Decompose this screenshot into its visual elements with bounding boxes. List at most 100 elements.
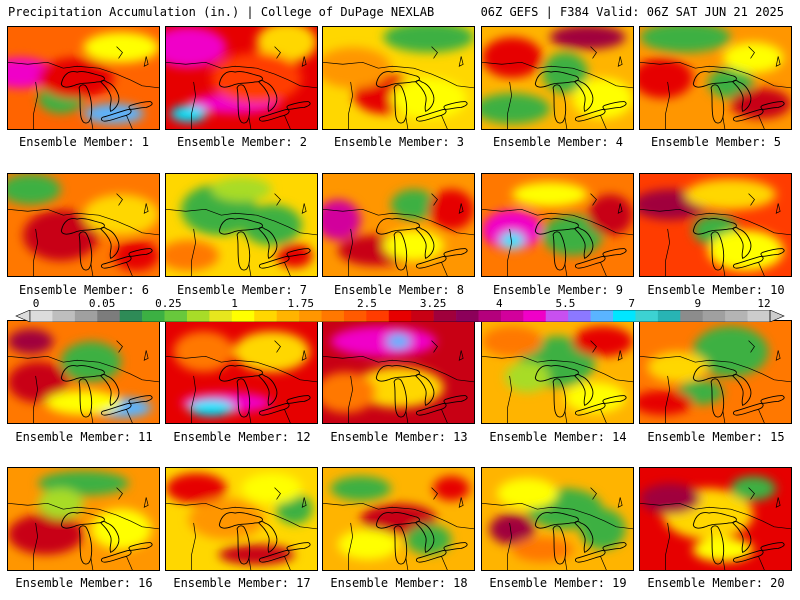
state-border	[665, 81, 670, 129]
colorbar: 0 0.05 0.25 1 1.75 2.5 3.25 4 5.5 7 9 12	[0, 297, 800, 322]
colorbar-label: 4	[495, 297, 503, 310]
precip-region	[707, 67, 754, 99]
precip-region	[390, 78, 467, 119]
precip-region	[565, 382, 626, 413]
precip-field	[8, 174, 159, 276]
state-border	[431, 193, 438, 206]
precip-region	[241, 204, 302, 246]
ensemble-member-label: Ensemble Member: 8	[333, 283, 465, 297]
state-border	[90, 117, 94, 129]
state-border	[248, 264, 252, 276]
state-border	[33, 522, 38, 570]
precip-region	[640, 27, 731, 53]
lake-outline	[416, 255, 447, 269]
lake-outline	[575, 255, 606, 269]
precip-field	[482, 321, 633, 423]
precip-region	[211, 177, 272, 202]
state-border	[143, 56, 149, 67]
colorbar-swatch	[500, 310, 524, 322]
ensemble-map-panel	[7, 173, 160, 277]
precip-field	[323, 27, 474, 129]
precip-field	[8, 468, 159, 570]
colorbar-swatch	[433, 310, 457, 322]
colorbar-swatch	[164, 310, 188, 322]
lake-outline	[101, 549, 132, 563]
state-border	[640, 502, 791, 530]
precip-field	[640, 174, 791, 276]
precip-region	[640, 57, 693, 99]
precip-region	[692, 537, 754, 562]
lake-outline	[415, 227, 435, 259]
state-border	[775, 497, 781, 508]
lake-outline	[733, 255, 764, 269]
colorbar-swatch	[523, 310, 547, 322]
precip-region	[386, 333, 411, 350]
ensemble-member-label: Ensemble Member: 3	[333, 135, 465, 149]
precip-region	[170, 105, 207, 122]
lake-outline	[128, 395, 153, 404]
lake-outline	[393, 231, 408, 271]
lake-outline	[574, 374, 594, 406]
state-border	[617, 497, 623, 508]
ensemble-map-panel	[7, 467, 160, 571]
ensemble-map-panel	[7, 320, 160, 424]
lake-outline	[101, 255, 132, 269]
precip-field	[640, 321, 791, 423]
precip-region	[8, 361, 69, 403]
colorbar-label: 0.25	[155, 297, 182, 310]
state-border	[323, 208, 474, 236]
lake-outline	[101, 402, 132, 416]
precip-field	[482, 468, 633, 570]
lake-outline	[375, 512, 420, 529]
lake-outline	[218, 512, 263, 529]
precip-region	[211, 52, 302, 104]
precip-region	[406, 524, 452, 555]
ensemble-map-panel	[639, 467, 792, 571]
colorbar-label: 3.25	[419, 297, 447, 310]
state-border	[600, 115, 607, 129]
ensemble-member-label: Ensemble Member: 14	[489, 430, 627, 444]
precip-region	[8, 174, 61, 205]
state-border	[90, 264, 94, 276]
lake-outline	[710, 378, 725, 418]
lake-outline	[710, 525, 725, 565]
state-border	[600, 262, 607, 276]
colorbar-swatch	[366, 310, 390, 322]
ensemble-member-label: Ensemble Member: 10	[647, 283, 785, 297]
state-border	[348, 81, 353, 129]
state-border	[274, 193, 281, 206]
state-border	[507, 522, 512, 570]
state-border	[507, 228, 512, 276]
lake-outline	[393, 378, 408, 418]
lake-outline	[416, 108, 447, 122]
lake-outline	[78, 84, 93, 124]
precip-region	[83, 194, 159, 236]
colorbar-swatch	[568, 310, 591, 322]
precip-region	[256, 27, 317, 63]
colorbar-swatch	[276, 310, 300, 322]
precip-region	[542, 214, 603, 256]
state-border	[441, 262, 448, 276]
state-border	[116, 46, 123, 59]
lake-outline	[552, 84, 567, 124]
ensemble-map-panel	[481, 26, 634, 130]
precip-field	[166, 27, 317, 129]
precip-region	[580, 508, 626, 550]
state-border	[722, 117, 726, 129]
precip-region	[166, 473, 227, 504]
precip-region	[482, 326, 543, 357]
state-border	[748, 487, 755, 500]
colorbar-swatch	[590, 310, 614, 322]
state-border	[617, 350, 623, 361]
ensemble-member-label: Ensemble Member: 19	[489, 576, 627, 590]
state-border	[482, 208, 633, 236]
precip-region	[188, 399, 234, 416]
lake-outline	[101, 108, 132, 122]
state-border	[8, 61, 159, 89]
precip-region	[233, 331, 310, 372]
state-border	[248, 558, 252, 570]
colorbar-swatch	[231, 310, 255, 322]
precip-region	[433, 476, 470, 501]
state-border	[323, 61, 474, 89]
precip-region	[489, 513, 535, 545]
